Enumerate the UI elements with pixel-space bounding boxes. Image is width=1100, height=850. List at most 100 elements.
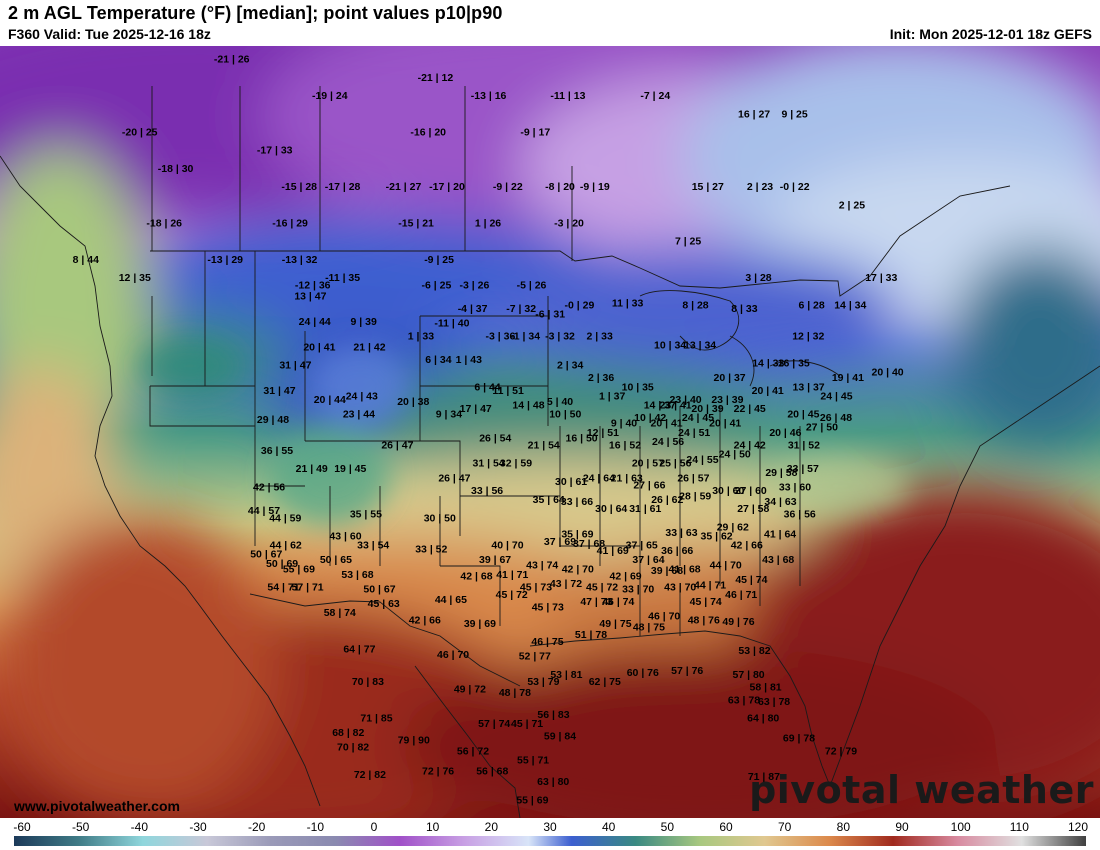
- point-value-label: -11 | 40: [434, 318, 469, 330]
- point-value-label: 24 | 51: [678, 427, 710, 439]
- point-value-label: 9 | 25: [781, 108, 807, 120]
- point-value-label: 45 | 73: [520, 582, 552, 594]
- point-value-label: -9 | 22: [493, 181, 523, 193]
- point-value-label: 16 | 35: [778, 358, 810, 370]
- point-value-label: 39 | 67: [479, 554, 511, 566]
- legend-tick: 10: [425, 820, 440, 834]
- point-value-label: -20 | 25: [122, 127, 158, 139]
- point-value-label: 9 | 34: [436, 409, 462, 421]
- point-value-label: 50 | 69: [266, 558, 298, 570]
- point-value-label: 43 | 70: [664, 582, 696, 594]
- point-value-label: -8 | 20: [545, 181, 575, 193]
- point-value-label: 51 | 78: [575, 629, 607, 641]
- point-value-label: 59 | 84: [544, 731, 576, 743]
- point-value-label: -21 | 27: [386, 181, 422, 193]
- point-value-label: 11 | 33: [612, 298, 644, 310]
- point-values: -21 | 26 -21 | 12 -19 | 24 -13 | 16 -11 | 13…: [73, 54, 904, 807]
- point-value-label: 31 | 47: [279, 360, 311, 372]
- point-value-label: 9 | 40: [611, 418, 637, 430]
- point-value-label: 33 | 60: [779, 481, 811, 493]
- point-value-label: 24 | 55: [686, 454, 718, 466]
- legend-tick: -40: [130, 820, 148, 834]
- point-value-label: 29 | 62: [717, 521, 749, 533]
- point-value-label: -0 | 22: [780, 181, 810, 193]
- point-value-label: 54 | 71: [267, 582, 299, 594]
- point-value-label: 57 | 71: [292, 582, 324, 594]
- point-value-label: 49 | 72: [454, 683, 486, 695]
- point-value-label: 3 | 28: [745, 272, 771, 284]
- point-value-label: 12 | 51: [587, 427, 619, 439]
- point-value-label: -21 | 26: [214, 54, 250, 66]
- point-value-label: 7 | 25: [675, 236, 701, 248]
- point-value-label: -3 | 26: [460, 279, 490, 291]
- point-value-label: 13 | 37: [793, 381, 825, 393]
- point-value-label: 8 | 28: [682, 299, 708, 311]
- point-value-label: 36 | 66: [661, 545, 693, 557]
- point-value-label: 10 | 34: [654, 339, 686, 351]
- point-value-label: 41 | 64: [764, 529, 796, 541]
- legend-tick: 80: [836, 820, 851, 834]
- point-value-label: 45 | 74: [690, 596, 722, 608]
- point-value-label: 20 | 41: [752, 385, 784, 397]
- point-value-label: 2 | 33: [587, 330, 613, 342]
- point-value-label: 33 | 52: [415, 543, 447, 555]
- point-value-label: 34 | 63: [764, 496, 796, 508]
- point-value-label: 29 | 48: [257, 414, 289, 426]
- point-value-label: 20 | 40: [872, 367, 904, 379]
- point-value-label: 53 | 81: [550, 669, 582, 681]
- point-value-label: 42 | 66: [731, 540, 763, 552]
- point-value-label: 46 | 70: [437, 649, 469, 661]
- point-value-label: -15 | 28: [281, 181, 317, 193]
- point-value-label: 23 | 41: [660, 400, 692, 412]
- legend-tick: 30: [543, 820, 557, 834]
- point-value-label: 24 | 64: [583, 472, 615, 484]
- point-value-label: -9 | 17: [520, 127, 550, 139]
- point-value-label: 24 | 43: [346, 390, 378, 402]
- point-value-label: 10 | 50: [549, 409, 581, 421]
- point-value-label: 48 | 76: [688, 614, 720, 626]
- point-value-label: 68 | 82: [332, 727, 364, 739]
- point-value-label: 57 | 80: [733, 669, 765, 681]
- point-value-label: 50 | 67: [250, 549, 282, 561]
- point-value-label: 31 | 54: [473, 458, 505, 470]
- point-value-label: 71 | 87: [748, 771, 780, 783]
- legend-tick: 100: [950, 820, 971, 834]
- point-value-label: -7 | 24: [640, 90, 670, 102]
- point-value-label: -11 | 35: [325, 272, 360, 284]
- point-value-label: 42 | 69: [610, 571, 642, 583]
- point-value-label: 6 | 34: [425, 354, 451, 366]
- point-value-label: 14 | 37: [644, 400, 676, 412]
- atlantic-coast: [829, 365, 1100, 787]
- point-value-label: 49 | 76: [722, 616, 754, 628]
- point-value-label: -3 | 20: [554, 218, 584, 230]
- point-value-label: 36 | 56: [784, 509, 816, 521]
- temperature-map[interactable]: -21 | 26 -21 | 12 -19 | 24 -13 | 16 -11 | 13…: [0, 46, 1100, 818]
- legend-tick: 120: [1067, 820, 1089, 834]
- point-value-label: 46 | 70: [648, 611, 680, 623]
- legend-tick: 0: [370, 820, 378, 834]
- point-value-label: 23 | 40: [670, 394, 702, 406]
- point-value-label: 27 | 60: [735, 485, 767, 497]
- point-value-label: 21 | 54: [528, 440, 560, 452]
- point-value-label: 64 | 77: [343, 643, 375, 655]
- map-canvas[interactable]: -21 | 26 -21 | 12 -19 | 24 -13 | 16 -11 | 13…: [0, 46, 1100, 818]
- point-value-label: 30 | 50: [424, 512, 456, 524]
- point-value-label: 46 | 74: [602, 596, 634, 608]
- point-value-label: 43 | 68: [762, 554, 794, 566]
- point-value-label: 19 | 41: [832, 372, 864, 384]
- point-value-label: -6 | 31: [535, 309, 565, 321]
- legend-tick: 90: [895, 820, 909, 834]
- point-value-label: 57 | 76: [671, 665, 703, 677]
- legend-tick: 70: [777, 820, 792, 834]
- point-value-label: 30 | 61: [555, 476, 587, 488]
- point-value-label: 71 | 85: [360, 713, 392, 725]
- color-legend: -60 -50 -40 -30 -20 -10 0 10 20 30 40 50 60 70 80 90 100…: [0, 818, 1100, 850]
- point-value-label: 48 | 75: [633, 622, 665, 634]
- init-time: Init: Mon 2025-12-01 18z GEFS: [889, 26, 1092, 42]
- point-value-label: -3 | 32: [545, 330, 575, 342]
- point-value-label: 24 | 42: [734, 440, 766, 452]
- point-value-label: 2 | 23: [747, 181, 773, 193]
- point-value-label: 26 | 47: [381, 440, 413, 452]
- point-value-label: 41 | 69: [597, 545, 629, 557]
- point-value-label: 49 | 75: [599, 618, 631, 630]
